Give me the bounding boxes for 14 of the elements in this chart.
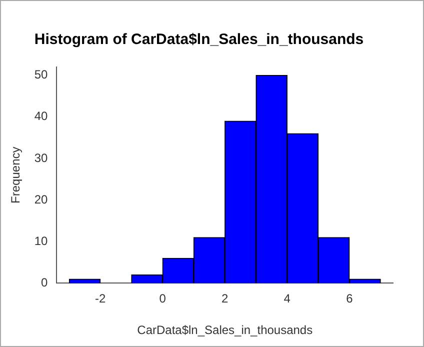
x-tick-label: 4 (284, 292, 291, 306)
x-tick-label: -2 (95, 292, 106, 306)
y-tick-label: 40 (34, 109, 48, 124)
y-tick-label: 20 (34, 192, 48, 206)
y-tick-label: 50 (34, 68, 48, 82)
y-tick-label: 0 (41, 276, 48, 290)
x-tick-label: 2 (222, 292, 229, 306)
y-axis-title: Frequency (8, 146, 23, 204)
x-tick-label: 0 (159, 292, 166, 306)
y-tick-label: 10 (34, 234, 48, 248)
x-tick-label: 6 (346, 292, 354, 306)
y-tick-label: 30 (34, 150, 48, 165)
chart-title: Histogram of CarData$ln_Sales_in_thousands (34, 31, 364, 48)
x-axis-title: CarData$ln_Sales_in_thousands (137, 323, 313, 338)
